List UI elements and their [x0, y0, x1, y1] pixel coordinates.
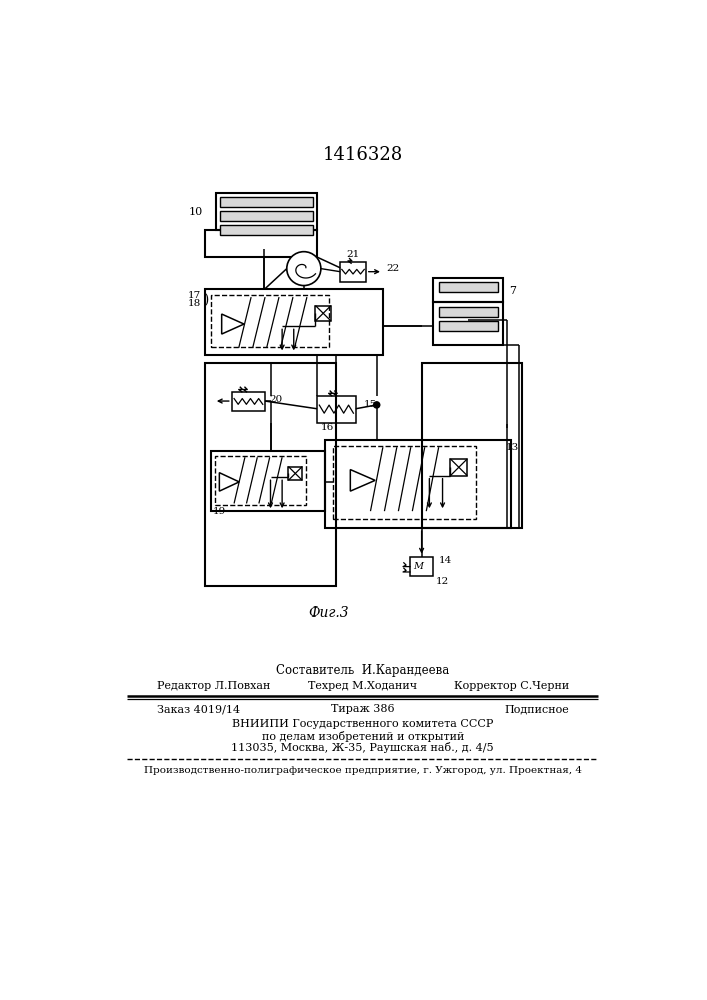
Text: Фиг.3: Фиг.3 [308, 606, 349, 620]
Bar [211, 295, 329, 347]
Text: 22: 22 [387, 264, 400, 273]
Text: ): ) [203, 292, 209, 306]
Text: 10: 10 [189, 207, 203, 217]
Circle shape [287, 252, 321, 286]
Bar [232, 392, 265, 411]
Polygon shape [351, 470, 375, 491]
Text: Корректор С.Черни: Корректор С.Черни [454, 681, 569, 691]
Text: 14: 14 [438, 556, 452, 565]
Text: 13: 13 [506, 443, 518, 452]
Bar [204, 363, 337, 586]
Text: Производственно-полиграфическое предприятие, г. Ужгород, ул. Проектная, 4: Производственно-полиграфическое предприя… [144, 766, 582, 775]
Bar [315, 306, 331, 321]
Circle shape [373, 402, 380, 408]
Bar [433, 278, 503, 302]
Bar [220, 197, 313, 207]
Bar [433, 302, 503, 345]
Text: 17: 17 [187, 291, 201, 300]
Text: M: M [413, 562, 423, 571]
Text: 1416328: 1416328 [322, 146, 403, 164]
Text: Подписное: Подписное [504, 704, 569, 714]
Text: 19: 19 [212, 507, 226, 516]
Text: 21: 21 [347, 250, 360, 259]
Bar [421, 363, 522, 528]
Bar [204, 289, 383, 355]
Bar [332, 446, 476, 519]
Bar [216, 193, 317, 230]
Bar [215, 456, 306, 505]
Text: 12: 12 [436, 578, 449, 586]
Text: Редактор Л.Повхан: Редактор Л.Повхан [156, 681, 270, 691]
Bar [204, 230, 317, 257]
Bar [450, 459, 467, 476]
Text: Заказ 4019/14: Заказ 4019/14 [156, 704, 240, 714]
Bar [288, 466, 303, 480]
Bar [220, 211, 313, 221]
Polygon shape [222, 314, 244, 334]
Bar [325, 440, 510, 528]
Text: 16: 16 [321, 424, 334, 432]
Bar [438, 307, 498, 317]
Text: Тираж 386: Тираж 386 [331, 704, 395, 714]
Text: 18: 18 [187, 299, 201, 308]
Text: 113035, Москва, Ж-35, Раушская наб., д. 4/5: 113035, Москва, Ж-35, Раушская наб., д. … [231, 742, 494, 753]
Bar [340, 262, 366, 282]
Bar [317, 396, 356, 423]
Bar [438, 321, 498, 331]
Bar [410, 557, 433, 576]
Text: по делам изобретений и открытий: по делам изобретений и открытий [262, 730, 464, 742]
Bar [220, 225, 313, 235]
Text: 20: 20 [269, 395, 282, 404]
Bar [438, 282, 498, 292]
Text: Составитель  И.Карандеева: Составитель И.Карандеева [276, 664, 450, 677]
Text: 7: 7 [509, 286, 516, 296]
Text: Техред М.Ходанич: Техред М.Ходанич [308, 681, 417, 691]
Polygon shape [219, 473, 239, 491]
Text: 15: 15 [363, 400, 377, 409]
Bar [211, 451, 325, 511]
Text: ВНИИПИ Государственного комитета СССР: ВНИИПИ Государственного комитета СССР [232, 719, 493, 729]
